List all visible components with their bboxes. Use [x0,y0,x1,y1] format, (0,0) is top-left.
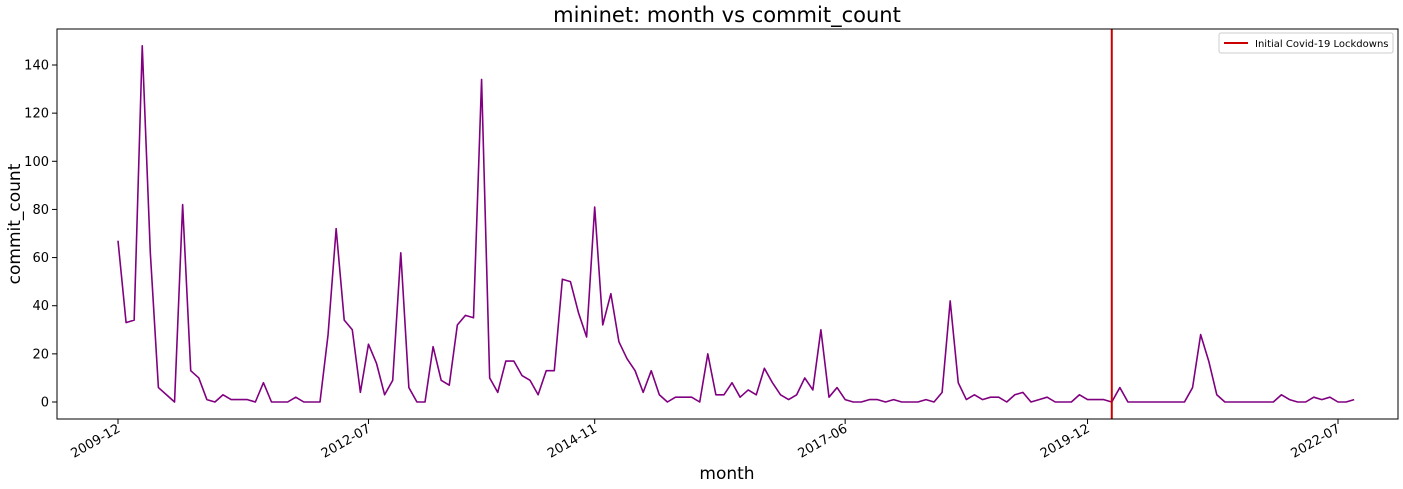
y-axis-label: commit_count [5,163,25,284]
series-line-commit-count [117,44,1355,403]
x-tick-label: 2022-07 [1288,421,1343,461]
x-tick-label: 2017-06 [796,421,851,461]
y-tick-label: 140 [24,59,49,74]
y-tick-label: 40 [32,299,49,314]
y-tick-label: 0 [41,396,49,411]
x-axis-label: month [699,464,754,484]
plot-frame [56,28,1399,420]
x-tick-label: 2012-07 [319,421,374,461]
y-tick-label: 80 [32,203,49,218]
x-tick-label: 2019-12 [1038,421,1093,461]
x-axis: 2009-12 2012-07 2014-11 2017-06 2019-12 2022-… [68,419,1343,462]
y-axis: 0 20 40 60 80 100 120 140 [24,59,57,411]
legend-box [1218,32,1394,54]
legend-label: Initial Covid-19 Lockdowns [1255,39,1389,50]
legend: Initial Covid-19 Lockdowns [1218,32,1394,54]
y-tick-label: 20 [32,347,49,362]
y-tick-label: 120 [24,107,49,122]
y-tick-label: 100 [24,155,49,170]
y-tick-label: 60 [32,251,49,266]
x-tick-label: 2014-11 [545,421,600,461]
x-tick-label: 2009-12 [68,421,123,461]
chart-title: mininet: month vs commit_count [553,3,901,28]
